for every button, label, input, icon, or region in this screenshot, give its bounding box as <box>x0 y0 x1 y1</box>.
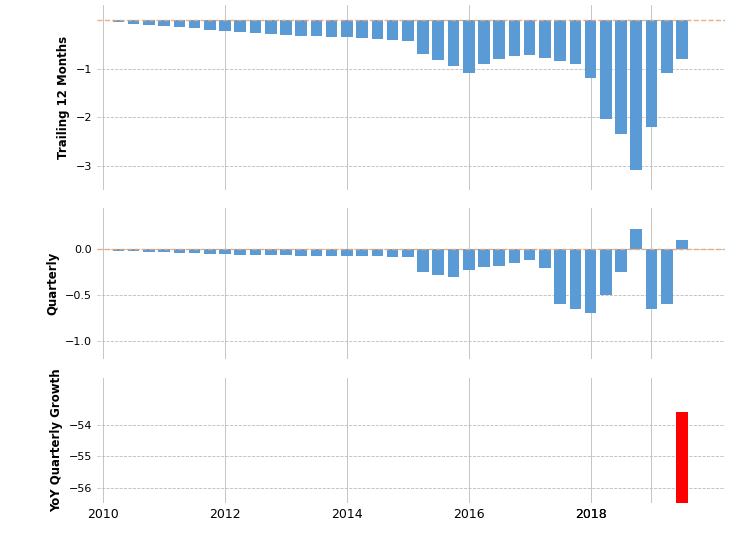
Bar <box>661 20 672 73</box>
Bar <box>387 249 398 257</box>
Bar <box>204 249 216 254</box>
Y-axis label: Quarterly: Quarterly <box>47 252 60 315</box>
Bar <box>356 249 368 256</box>
Bar <box>311 20 322 36</box>
Bar <box>204 20 216 30</box>
Bar <box>249 249 261 255</box>
Bar <box>220 249 231 254</box>
Bar <box>433 20 444 60</box>
Bar <box>463 249 474 270</box>
Bar <box>220 20 231 31</box>
Bar <box>341 249 353 256</box>
Bar <box>676 412 688 503</box>
Bar <box>539 20 551 58</box>
Bar <box>295 20 307 36</box>
Bar <box>494 249 505 266</box>
Bar <box>158 249 170 252</box>
Bar <box>128 20 140 24</box>
Bar <box>128 249 140 251</box>
Bar <box>326 20 338 37</box>
Bar <box>356 20 368 38</box>
Bar <box>569 20 581 63</box>
Bar <box>280 249 292 255</box>
Y-axis label: YoY Quarterly Growth: YoY Quarterly Growth <box>50 369 63 512</box>
Bar <box>616 249 627 272</box>
Bar <box>326 249 338 256</box>
Bar <box>478 249 490 267</box>
Bar <box>433 249 444 275</box>
Bar <box>600 249 612 295</box>
Bar <box>645 249 657 309</box>
Bar <box>371 249 383 256</box>
Bar <box>387 20 398 40</box>
Bar <box>143 20 155 25</box>
Bar <box>554 249 566 304</box>
Bar <box>143 249 155 252</box>
Bar <box>494 20 505 59</box>
Bar <box>402 249 414 257</box>
Bar <box>509 20 520 56</box>
Bar <box>295 249 307 256</box>
Bar <box>173 249 185 253</box>
Bar <box>447 249 459 277</box>
Bar <box>173 20 185 27</box>
Bar <box>630 20 642 171</box>
Bar <box>311 249 322 256</box>
Bar <box>280 20 292 34</box>
Bar <box>524 20 536 55</box>
Bar <box>478 20 490 63</box>
Bar <box>341 20 353 38</box>
Bar <box>113 20 124 22</box>
Bar <box>569 249 581 309</box>
Bar <box>158 20 170 26</box>
Bar <box>463 20 474 73</box>
Bar <box>249 20 261 33</box>
Bar <box>265 249 276 255</box>
Bar <box>447 20 459 66</box>
Bar <box>676 240 688 249</box>
Bar <box>616 20 627 134</box>
Bar <box>235 20 246 32</box>
Bar <box>585 249 596 313</box>
Bar <box>189 20 200 28</box>
Bar <box>371 20 383 39</box>
Bar <box>402 20 414 42</box>
Bar <box>630 229 642 249</box>
Bar <box>539 249 551 267</box>
Bar <box>189 249 200 253</box>
Y-axis label: Trailing 12 Months: Trailing 12 Months <box>58 36 70 159</box>
Bar <box>600 20 612 119</box>
Bar <box>235 249 246 255</box>
Bar <box>265 20 276 33</box>
Bar <box>418 20 429 54</box>
Bar <box>645 20 657 127</box>
Bar <box>418 249 429 272</box>
Bar <box>509 249 520 263</box>
Bar <box>113 249 124 251</box>
Bar <box>524 249 536 260</box>
Bar <box>585 20 596 78</box>
Bar <box>661 249 672 304</box>
Bar <box>554 20 566 61</box>
Bar <box>676 20 688 59</box>
